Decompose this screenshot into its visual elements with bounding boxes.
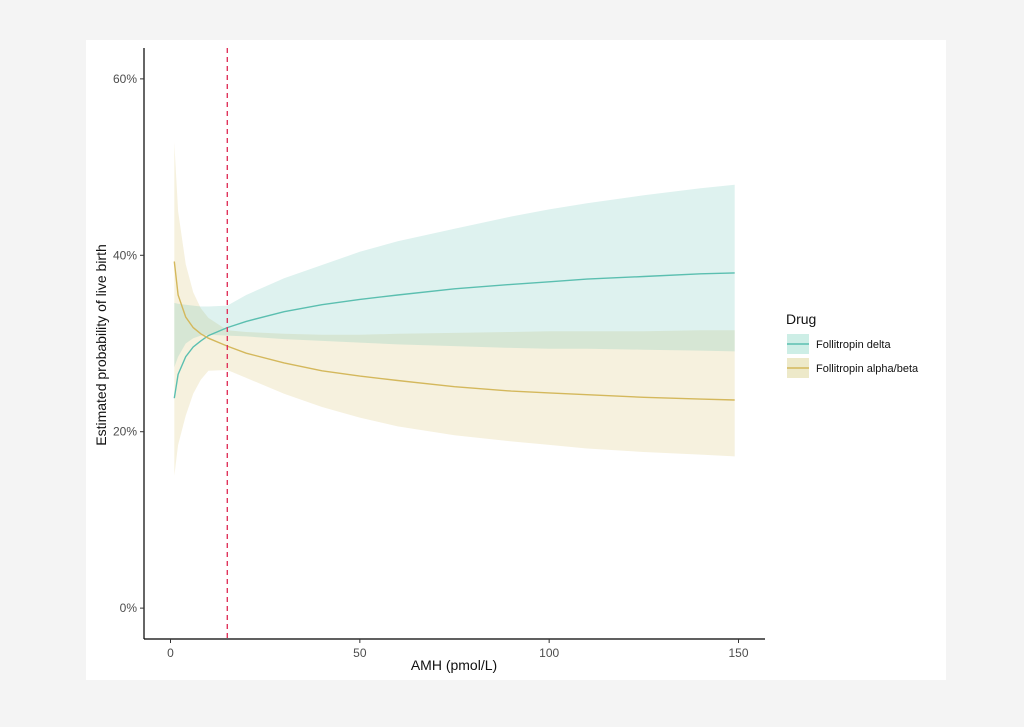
legend-item-follitropin-delta: Follitropin delta [787, 334, 891, 354]
legend: Drug Follitropin delta Follitropin alpha/… [786, 311, 919, 378]
y-axis-title: Estimated probability of live birth [93, 244, 109, 446]
series-line-follitropin-delta [173, 272, 735, 399]
legend-label: Follitropin delta [816, 339, 891, 351]
axes: 0% 20% 40% 60% 0 50 100 150 [113, 48, 765, 660]
x-tick-label: 150 [728, 646, 748, 660]
confidence-bands [174, 142, 735, 476]
y-tick-label: 20% [113, 425, 137, 439]
x-tick-label: 100 [539, 646, 559, 660]
y-tick-label: 0% [120, 601, 138, 615]
y-tick-label: 60% [113, 72, 137, 86]
legend-item-follitropin-alpha-beta: Follitropin alpha/beta [787, 358, 919, 378]
confidence-band-follitropin-alpha-beta [174, 142, 735, 476]
confidence-band-follitropin-delta [174, 184, 735, 368]
legend-label: Follitropin alpha/beta [816, 363, 919, 375]
x-axis-title: AMH (pmol/L) [411, 657, 497, 673]
series-line-follitropin-alpha-beta [173, 261, 735, 401]
y-tick-label: 40% [113, 248, 137, 262]
series-lines [173, 261, 735, 401]
legend-title: Drug [786, 311, 816, 327]
x-tick-label: 50 [353, 646, 367, 660]
x-tick-label: 0 [167, 646, 174, 660]
